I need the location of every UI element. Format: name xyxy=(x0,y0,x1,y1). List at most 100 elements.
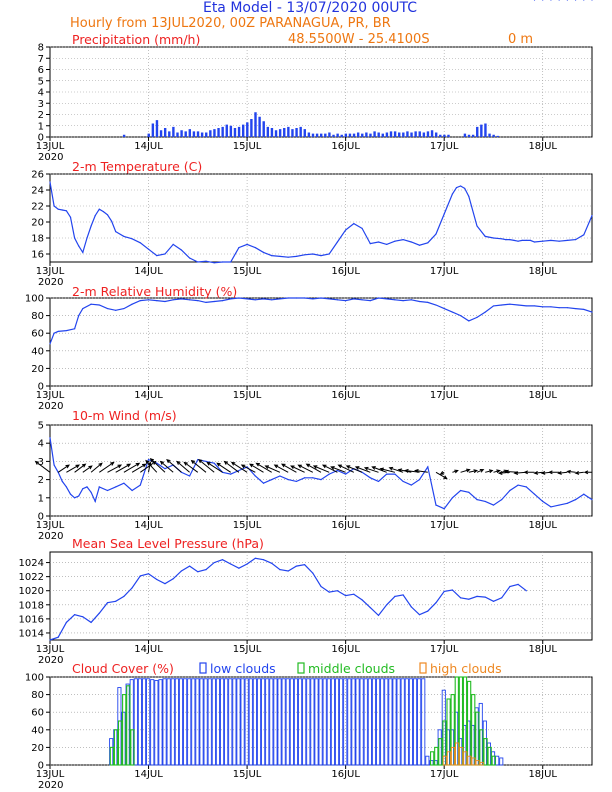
data-point xyxy=(410,606,412,608)
precip-bar xyxy=(229,125,233,137)
precip-bar xyxy=(439,134,442,137)
wind-arrow xyxy=(90,462,103,473)
data-point xyxy=(443,213,445,215)
precip-bar xyxy=(393,131,397,137)
data-point xyxy=(418,614,421,616)
data-point xyxy=(65,621,68,624)
data-point xyxy=(115,309,117,311)
data-point xyxy=(517,304,519,306)
data-point xyxy=(197,261,199,263)
data-point xyxy=(533,305,536,307)
data-point xyxy=(369,607,371,609)
station-elevation: 0 m xyxy=(508,32,533,47)
data-point xyxy=(49,343,51,345)
data-point xyxy=(345,300,347,302)
precip-bar xyxy=(237,126,241,137)
data-point xyxy=(287,297,289,299)
data-point xyxy=(583,234,585,236)
cloud-bar-low-clouds xyxy=(232,678,237,766)
data-point xyxy=(312,572,314,574)
data-point xyxy=(271,299,273,301)
cloud-bar-low-clouds xyxy=(363,678,368,766)
cloud-bar-low-clouds xyxy=(203,678,208,766)
data-point xyxy=(279,569,281,571)
data-point xyxy=(345,595,347,597)
x-tick-label: 18JUL xyxy=(528,141,557,152)
wind-arrow xyxy=(574,470,584,475)
data-point xyxy=(131,587,133,589)
data-point xyxy=(295,565,297,567)
precip-bar xyxy=(200,132,204,137)
data-point xyxy=(336,469,339,472)
cloud-bar-low-clouds xyxy=(495,755,500,766)
data-point xyxy=(353,298,355,300)
data-point xyxy=(106,489,109,492)
data-point xyxy=(254,557,256,559)
precip-bar xyxy=(295,128,298,137)
data-point xyxy=(517,484,519,486)
data-point xyxy=(78,495,80,497)
data-point xyxy=(336,241,339,243)
data-point xyxy=(246,243,248,245)
precip-bar xyxy=(324,133,327,137)
precip-bar xyxy=(209,130,212,137)
data-point xyxy=(529,239,532,241)
data-point xyxy=(156,578,158,581)
cloud-bar-low-clouds xyxy=(265,678,270,766)
data-point xyxy=(213,300,215,303)
data-point xyxy=(110,220,113,222)
precip-bar xyxy=(266,126,270,137)
data-point xyxy=(90,303,92,305)
precip-bar xyxy=(426,131,430,137)
panel-title: 10-m Wind (m/s) xyxy=(72,408,177,423)
data-point xyxy=(418,244,421,246)
cloud-bar-high-clouds xyxy=(471,757,476,766)
wind-arrow xyxy=(145,459,158,473)
data-point xyxy=(402,594,404,596)
x-tick-label: 18JUL xyxy=(528,266,557,277)
precip-bar xyxy=(381,133,384,137)
wind-arrow xyxy=(183,461,199,473)
y-tick-label: 100 xyxy=(25,673,44,684)
y-tick-label: 7 xyxy=(38,54,44,65)
y-tick-label: 40 xyxy=(31,725,44,736)
legend-label: low clouds xyxy=(210,661,276,676)
data-point xyxy=(435,304,437,306)
data-point xyxy=(377,297,380,299)
data-point xyxy=(74,497,76,499)
data-point xyxy=(591,215,593,217)
data-point xyxy=(455,187,458,189)
wind-arrow xyxy=(131,463,147,473)
data-point xyxy=(61,480,63,483)
wind-arrow xyxy=(198,458,215,473)
cloud-bar-low-clouds xyxy=(269,678,274,766)
data-point xyxy=(566,307,568,309)
data-point xyxy=(98,612,100,614)
legend-label: middle clouds xyxy=(308,661,395,676)
cloud-bar-low-clouds xyxy=(187,678,192,766)
wind-arrow xyxy=(223,460,240,473)
precip-bar xyxy=(369,133,372,137)
y-tick-label: 16 xyxy=(31,250,44,261)
cloud-bar-low-clouds xyxy=(141,678,147,766)
data-point xyxy=(246,298,248,300)
cloud-bar-low-clouds xyxy=(240,678,245,766)
data-point xyxy=(205,301,207,303)
cloud-bar-low-clouds xyxy=(404,678,409,766)
precip-bar xyxy=(122,134,126,137)
cloud-bar-low-clouds xyxy=(174,678,179,766)
data-point xyxy=(303,297,306,299)
data-point xyxy=(361,599,363,601)
data-point xyxy=(460,489,462,492)
wind-arrow xyxy=(290,465,305,473)
data-point xyxy=(460,597,462,599)
cloud-bar-middle-clouds xyxy=(475,711,480,766)
data-point xyxy=(123,482,125,484)
precip-bar xyxy=(188,129,192,137)
precip-bar xyxy=(180,130,183,137)
cloud-bar-high-clouds xyxy=(475,760,480,766)
x-tick-label: 14JUL xyxy=(134,520,163,531)
data-point xyxy=(542,306,544,308)
data-point xyxy=(106,602,109,604)
